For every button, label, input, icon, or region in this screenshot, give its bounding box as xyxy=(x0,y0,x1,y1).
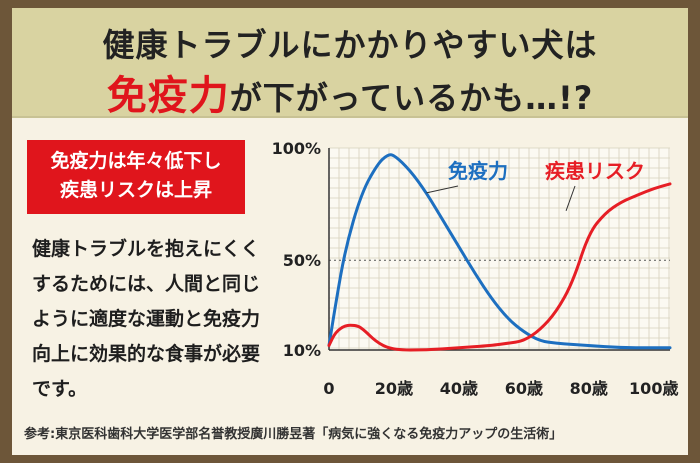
chart-axes xyxy=(328,148,670,351)
header-highlight: 免疫力 xyxy=(106,73,230,119)
x-tick-label: 60歳 xyxy=(505,379,543,398)
series-line xyxy=(327,182,672,352)
series-leader-line xyxy=(426,185,459,194)
x-tick-label: 40歳 xyxy=(440,379,478,398)
chart-svg: 10% 50% 100% 0 20歳 40歳 60歳 80歳 100歳 免疫力 疾患リスク xyxy=(272,139,679,398)
series-leader-line xyxy=(565,185,576,212)
chart-labels: 10% 50% 100% 0 20歳 40歳 60歳 80歳 100歳 免疫力 疾患リスク xyxy=(272,139,679,398)
y-tick-label: 50% xyxy=(283,251,321,270)
x-tick-label: 80歳 xyxy=(570,379,608,398)
chart-series xyxy=(327,153,672,352)
x-tick-label: 0 xyxy=(323,379,334,398)
badge-line-1: 免疫力は年々低下し xyxy=(50,150,222,172)
header-banner: 健康トラブルにかかりやすい犬は 免疫力が下がっているかも…!? xyxy=(12,8,688,121)
body-text: 健康トラブルを抱えにくくするためには、人間と同じように適度な運動と免疫力向上に効… xyxy=(32,238,261,400)
summary-badge: 免疫力は年々低下し 疾患リスクは上昇 xyxy=(27,140,245,214)
series-line xyxy=(327,153,672,350)
x-tick-label: 20歳 xyxy=(375,379,413,398)
series-label: 免疫力 xyxy=(448,159,508,183)
y-tick-label: 10% xyxy=(283,341,321,360)
header-title: 健康トラブルにかかりやすい犬は xyxy=(102,26,598,64)
header-subtitle-rest: が下がっているかも…!? xyxy=(229,79,594,117)
chart-grid xyxy=(328,147,670,350)
header-subtitle: 免疫力が下がっているかも…!? xyxy=(12,63,688,121)
x-tick-label: 100歳 xyxy=(629,379,678,398)
reference-citation: 参考:東京医科歯科大学医学部名誉教授廣川勝昱著「病気に強くなる免疫力アップの生活… xyxy=(24,427,563,442)
badge-line-2: 疾患リスクは上昇 xyxy=(59,179,212,201)
y-tick-label: 100% xyxy=(272,139,321,158)
chart: 10% 50% 100% 0 20歳 40歳 60歳 80歳 100歳 免疫力 疾患リスク xyxy=(265,128,690,408)
plot-background xyxy=(329,148,670,350)
series-label: 疾患リスク xyxy=(545,159,645,183)
